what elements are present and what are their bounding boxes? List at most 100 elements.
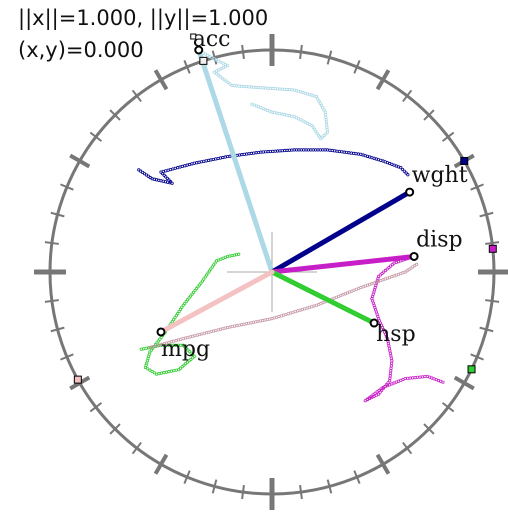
rim-marker-mpg[interactable] [73,375,82,384]
trail-point [220,76,224,80]
trail-point [184,346,188,351]
trail-point [143,365,148,370]
trail-acc [197,48,330,141]
trail-point [167,178,171,182]
trail-point [142,347,146,351]
trail-point [388,349,392,353]
trail-point [277,112,281,116]
label-hsp: hsp [376,322,416,347]
trail-point [379,387,383,391]
rim-marker-hsp[interactable] [467,365,476,374]
trail-point [218,75,222,79]
trail-point [224,79,228,83]
trail-point [178,307,183,311]
rim-markers [73,56,497,384]
trail-point [418,375,422,379]
trail-point [172,369,176,373]
trail-point [389,356,393,360]
trail-point [387,346,392,351]
unit-circle [48,48,496,496]
trail-point [408,376,412,380]
trail-point [325,123,329,127]
trail-point [170,320,174,324]
trail-point [324,115,328,119]
trail-point [165,176,169,181]
trail-point [388,376,392,380]
trail-point [406,173,410,177]
trail-point [388,371,393,375]
trail-point [177,309,181,314]
arrow-tip-hsp[interactable] [369,318,379,328]
trail-point [272,111,277,115]
trail-point [139,347,143,351]
trail-point [423,374,427,379]
trail-point [320,135,325,139]
trail-point [157,372,161,376]
trail-point [213,261,217,265]
trail-point [154,372,159,376]
rim-marker-wght[interactable] [460,157,469,165]
trail-mpg [148,262,419,350]
trail-point [193,288,197,293]
trail-point [187,350,192,354]
rim-marker-acc[interactable] [199,56,208,65]
label-wght: wght [412,163,468,188]
trail-point [324,120,328,124]
arrow-mpg[interactable] [158,269,275,335]
arrow-tip-acc[interactable] [194,45,204,55]
trail-point [164,175,168,179]
trail-point [205,273,209,277]
arrow-wght[interactable] [269,189,413,275]
trail-point [282,113,286,117]
arrow-acc[interactable] [196,47,275,275]
norms-readout: ||x||=1.000, ||y||=1.000 [18,6,269,30]
trail-point [389,366,393,370]
trail-point [202,277,206,281]
trail-point [314,95,318,99]
arrow-tip-disp[interactable] [409,251,419,261]
trail-point [413,375,417,380]
trail-point [196,285,200,289]
arrow-hsp[interactable] [269,269,377,326]
arrow-tip-mpg[interactable] [156,327,166,337]
trail-point [389,364,393,368]
trail-point [199,281,203,285]
trail-point [363,399,367,403]
arrow-disp[interactable] [269,253,417,275]
trail-point [321,106,325,110]
trail-point [226,80,230,85]
trail-point [406,376,410,380]
trail-point [386,381,390,385]
trail-point [187,296,191,300]
trail-point [389,369,393,373]
trail-point [214,72,218,76]
trail-point [285,113,289,117]
trail-point [375,390,379,394]
trail-point [287,114,291,118]
trail-point [212,70,216,74]
trail-point [197,283,202,287]
trail-point [191,290,196,294]
trail-point [325,128,329,132]
trail-point [324,118,328,122]
trail-point [176,311,180,316]
trail-point [399,166,403,170]
label-mpg: mpg [161,337,210,362]
trail-point [402,169,406,173]
label-disp: disp [416,227,463,252]
trail-point [169,369,173,373]
trail-point [144,346,148,350]
trail-point [210,265,214,269]
rim-marker-disp[interactable] [488,244,497,253]
trail-point [403,376,407,381]
dot-product-readout: (x,y)=0.000 [18,38,144,62]
trail-point [183,345,187,349]
trail-point [369,394,373,398]
trail-point [367,396,371,400]
trail-point [189,351,193,355]
trail-point [148,368,152,372]
arrow-tip-wght[interactable] [405,187,415,197]
trail-point [152,371,156,375]
trail-point [292,115,296,119]
